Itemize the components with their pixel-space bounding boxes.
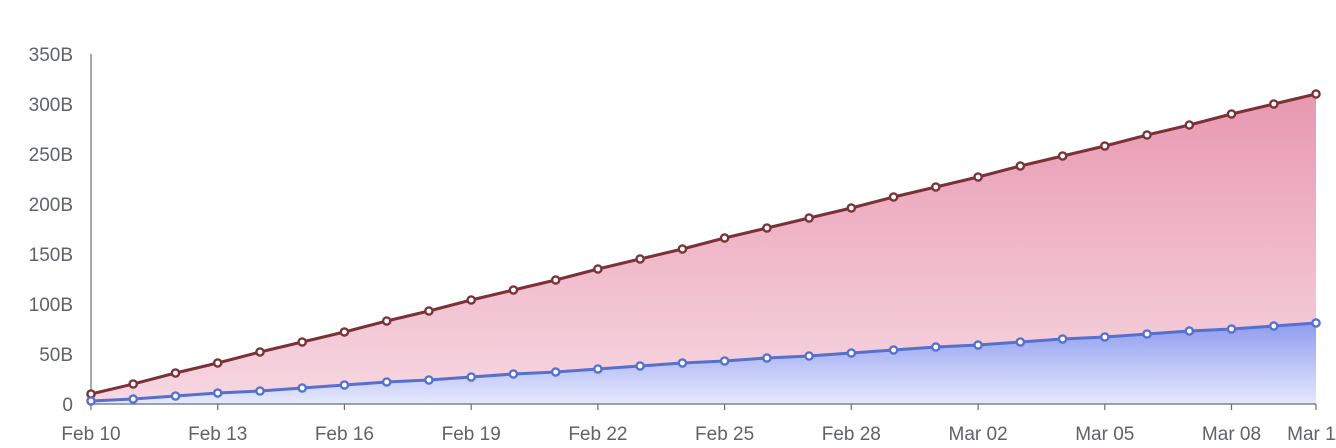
x-tick-label: Feb 16	[315, 424, 374, 445]
series-1-point-20[interactable]	[931, 182, 941, 192]
series-2-point-7[interactable]	[381, 377, 392, 387]
series-2-point-23[interactable]	[1057, 334, 1068, 344]
series-1-point-12[interactable]	[593, 264, 603, 274]
series-1-point-11[interactable]	[550, 275, 561, 285]
series-2-point-22[interactable]	[1015, 337, 1026, 347]
series-1-point-28[interactable]	[1269, 99, 1279, 109]
series-1-point-26[interactable]	[1184, 120, 1195, 130]
series-1-point-2[interactable]	[170, 368, 181, 378]
series-2-point-28[interactable]	[1269, 321, 1279, 331]
y-tick-label: 250B	[29, 145, 73, 166]
series-2-point-5[interactable]	[297, 383, 308, 393]
series-lines	[90, 92, 1317, 403]
series-1-point-16[interactable]	[762, 223, 772, 233]
series-2-point-20[interactable]	[931, 342, 941, 352]
series-2-point-26[interactable]	[1184, 326, 1195, 336]
series-2-point-4[interactable]	[255, 386, 265, 396]
series-1-area	[91, 94, 1316, 404]
series-1-point-22[interactable]	[1015, 161, 1026, 171]
y-axis-labels: 0 50B 100B 150B 200B 250B 300B 350B	[29, 45, 73, 416]
series-2-point-10[interactable]	[508, 369, 519, 379]
x-tick-label: Feb 22	[568, 424, 627, 445]
x-tick-label: Feb 25	[695, 424, 754, 445]
x-tick-label: Feb 28	[822, 424, 881, 445]
series-2-point-25[interactable]	[1142, 329, 1152, 339]
x-tick-label: Feb 13	[188, 424, 247, 445]
x-tick-label: Mar 08	[1202, 424, 1261, 445]
series-2-point-6[interactable]	[339, 380, 350, 390]
x-tick-label: Mar 05	[1075, 424, 1134, 445]
series-2-point-19[interactable]	[888, 345, 899, 355]
series-1-point-29[interactable]	[1311, 89, 1321, 99]
y-tick-label: 200B	[29, 195, 73, 216]
series-2-point-21[interactable]	[973, 340, 983, 350]
series-2-point-29[interactable]	[1311, 318, 1321, 328]
y-tick-label: 50B	[39, 345, 73, 366]
series-1-point-3[interactable]	[212, 358, 223, 368]
y-tick-label: 0	[62, 395, 73, 416]
series-2-point-14[interactable]	[677, 358, 688, 368]
x-tick-label: Feb 10	[61, 424, 120, 445]
series-2-point-9[interactable]	[466, 372, 477, 382]
series-2-point-18[interactable]	[846, 348, 857, 358]
y-tick-label: 300B	[29, 95, 73, 116]
series-points	[86, 89, 1321, 406]
series-1-point-24[interactable]	[1100, 141, 1110, 151]
series-1-point-25[interactable]	[1142, 130, 1152, 140]
series-2-point-12[interactable]	[593, 364, 603, 374]
series-1-point-15[interactable]	[719, 233, 730, 243]
series-1-point-23[interactable]	[1057, 151, 1068, 161]
series-1-point-27[interactable]	[1226, 109, 1237, 119]
series-1-line	[90, 92, 1317, 396]
x-axis-labels: Feb 10 Feb 13 Feb 16 Feb 19 Feb 22 Feb 25 Feb …	[61, 424, 1336, 445]
series-1-point-1[interactable]	[128, 379, 138, 389]
series-2-point-11[interactable]	[550, 367, 561, 377]
x-tick-label: Feb 19	[442, 424, 501, 445]
x-tick-label: Mar 11	[1287, 424, 1336, 445]
series-2-point-17[interactable]	[804, 351, 814, 361]
series-2-point-16[interactable]	[762, 353, 772, 363]
series-2-point-27[interactable]	[1226, 324, 1237, 334]
series-1-point-18[interactable]	[846, 203, 857, 213]
series-2-line	[90, 321, 1317, 403]
axes	[90, 54, 1317, 410]
series-2-point-1[interactable]	[128, 394, 138, 404]
series-1-point-17[interactable]	[804, 213, 814, 223]
series-1-point-4[interactable]	[255, 347, 265, 357]
series-1-point-8[interactable]	[424, 306, 434, 316]
series-2-point-3[interactable]	[212, 388, 223, 398]
series-1-point-13[interactable]	[635, 254, 645, 264]
y-tick-label: 100B	[29, 295, 73, 316]
series-1-point-5[interactable]	[297, 337, 308, 347]
series-2-point-24[interactable]	[1100, 332, 1110, 342]
series-1-point-10[interactable]	[508, 285, 519, 295]
series-1-point-9[interactable]	[466, 295, 477, 305]
series-areas	[91, 94, 1316, 404]
series-2-point-8[interactable]	[424, 375, 434, 385]
series-2-point-13[interactable]	[635, 361, 645, 371]
series-1-point-7[interactable]	[381, 316, 392, 326]
series-1-point-19[interactable]	[888, 192, 899, 202]
y-tick-label: 150B	[29, 245, 73, 266]
series-1-point-21[interactable]	[973, 172, 983, 182]
series-2-point-2[interactable]	[170, 391, 181, 401]
series-2-point-0[interactable]	[86, 396, 96, 406]
y-tick-label: 350B	[29, 45, 73, 66]
x-tick-label: Mar 02	[949, 424, 1008, 445]
series-2-point-15[interactable]	[719, 356, 730, 366]
series-1-point-14[interactable]	[677, 244, 688, 254]
series-1-point-6[interactable]	[339, 327, 350, 337]
